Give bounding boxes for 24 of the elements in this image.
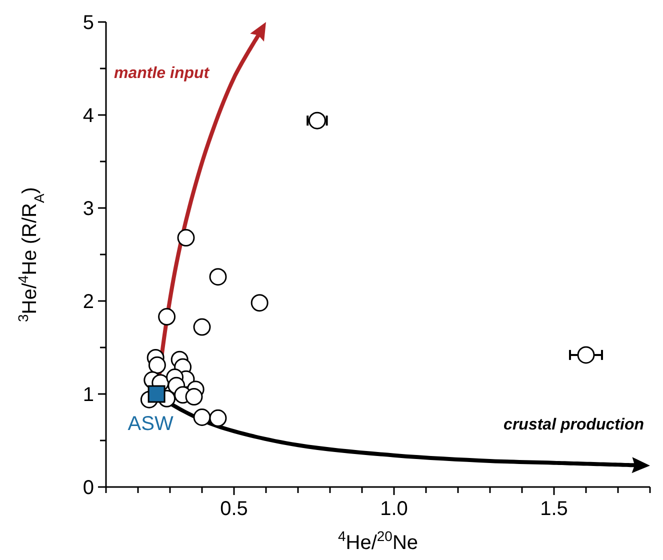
series-label: ASW (128, 413, 174, 435)
y-tick-label: 2 (82, 291, 94, 313)
y-tick-label: 3 (82, 198, 94, 220)
point (193, 318, 211, 336)
point (250, 294, 268, 312)
x-tick-label: 1.0 (380, 498, 408, 520)
point (148, 356, 166, 374)
annotation: mantle input (114, 64, 210, 82)
y-tick-label: 0 (82, 477, 94, 499)
point (209, 268, 227, 286)
point (577, 346, 595, 364)
point (158, 308, 176, 326)
annotation: crustal production (504, 416, 644, 434)
x-tick-label: 1.5 (540, 498, 568, 520)
point (193, 408, 211, 426)
point (308, 112, 326, 130)
point (148, 385, 166, 403)
x-tick-label: 0.5 (220, 498, 248, 520)
y-tick-label: 5 (82, 12, 94, 34)
y-tick-label: 4 (82, 105, 94, 127)
point (177, 229, 195, 247)
x-axis-title: $^{4}$He/$^{20}$Ne (338, 528, 418, 554)
y-tick-label: 1 (82, 384, 94, 406)
point (185, 388, 203, 406)
